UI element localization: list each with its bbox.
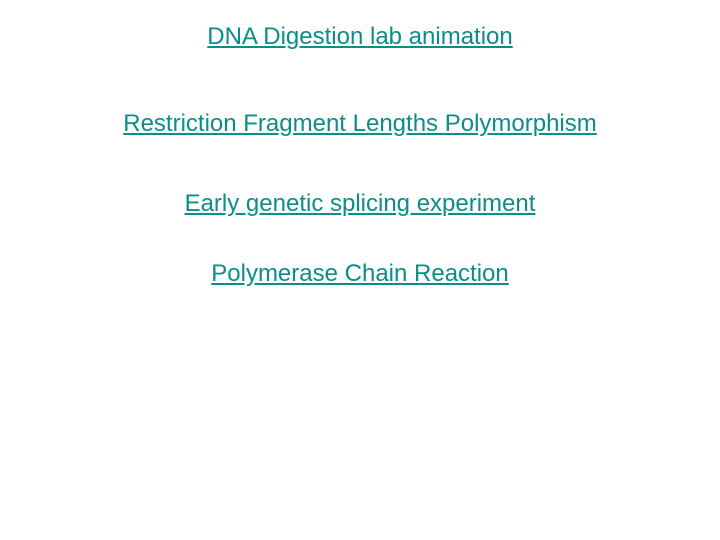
link-row-0: DNA Digestion lab animation [0, 23, 720, 52]
rflp-link[interactable]: Restriction Fragment Lengths Polymorphis… [123, 110, 597, 137]
link-row-1: Restriction Fragment Lengths Polymorphis… [0, 110, 720, 139]
slide: DNA Digestion lab animation Restriction … [0, 0, 720, 540]
pcr-link[interactable]: Polymerase Chain Reaction [211, 260, 508, 287]
early-splicing-link[interactable]: Early genetic splicing experiment [185, 190, 536, 217]
dna-digestion-link[interactable]: DNA Digestion lab animation [207, 23, 513, 50]
link-row-3: Polymerase Chain Reaction [0, 260, 720, 289]
link-row-2: Early genetic splicing experiment [0, 190, 720, 219]
